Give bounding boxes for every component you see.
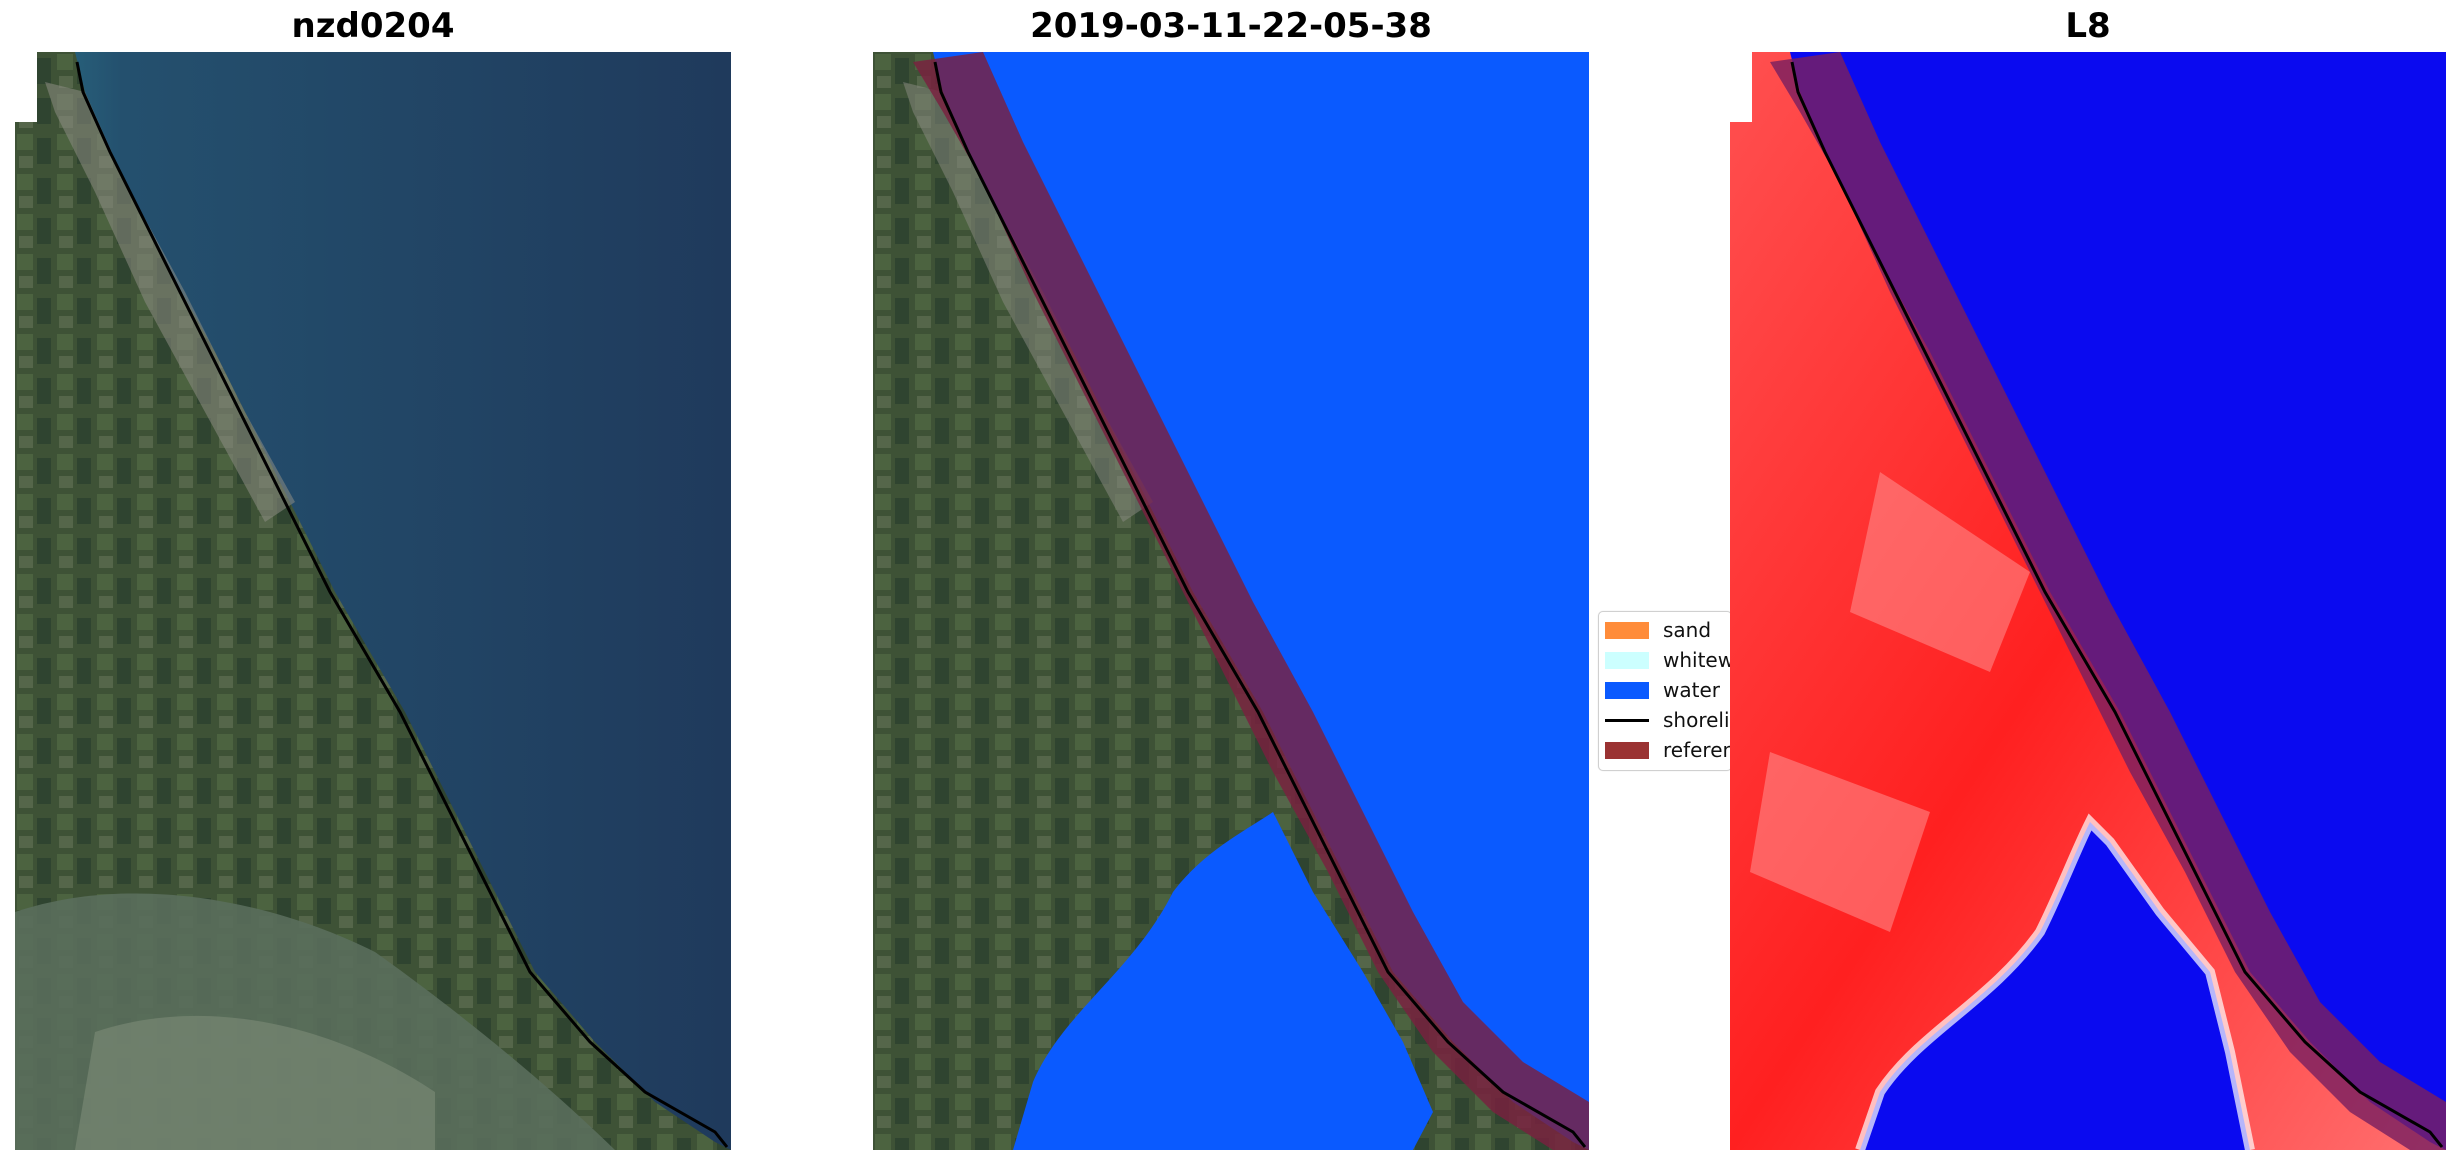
panel-title-image: nzd0204 — [291, 6, 455, 46]
satellite-image-panel — [15, 52, 731, 1150]
index-image — [1730, 52, 2446, 1150]
index-panel — [1730, 52, 2446, 1150]
reference-buffer — [1770, 52, 2446, 1150]
legend-label: reference shoreline buffer — [1663, 738, 1731, 762]
shoreline-swatch — [1605, 718, 1649, 722]
urban-strip — [45, 82, 295, 522]
legend-item-water: water — [1605, 676, 1720, 704]
water-swatch — [1605, 681, 1649, 699]
legend-label: water — [1663, 678, 1720, 702]
panel-title-classification: 2019-03-11-22-05-38 — [1030, 6, 1432, 46]
reference-buffer — [913, 52, 1589, 1150]
legend-item-shoreline: shoreline — [1605, 706, 1731, 734]
satellite-image — [15, 52, 731, 1150]
whitewater-swatch — [1605, 651, 1649, 669]
sand-swatch — [1605, 621, 1649, 639]
classification-panel — [873, 52, 1589, 1150]
urban-strip — [903, 82, 1153, 522]
panel-title-index: L8 — [2065, 6, 2111, 46]
reference-buffer-swatch — [1605, 741, 1649, 759]
bright-patches — [1750, 472, 2030, 932]
shoreline-line — [933, 61, 1587, 1148]
legend-item-reference-buffer: reference shoreline buffer — [1605, 736, 1731, 764]
legend-item-sand: sand — [1605, 616, 1711, 644]
legend-label: shoreline — [1663, 708, 1731, 732]
legend-label: sand — [1663, 618, 1712, 642]
shoreline-line — [1790, 61, 2444, 1148]
water-estuary — [1013, 812, 1433, 1150]
shoreline-line — [75, 61, 729, 1148]
classification-image — [873, 52, 1589, 1150]
